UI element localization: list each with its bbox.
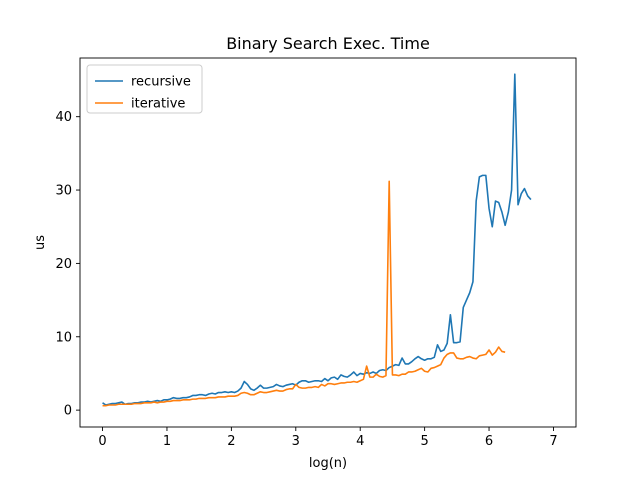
plot-area bbox=[80, 58, 576, 427]
x-tick-label: 2 bbox=[227, 434, 235, 449]
x-tick-label: 6 bbox=[485, 434, 493, 449]
legend: recursive iterative bbox=[86, 64, 203, 114]
y-tick-label: 20 bbox=[55, 257, 72, 272]
legend-label-iterative: iterative bbox=[131, 97, 185, 112]
y-axis-ticks: 0 10 20 30 40 bbox=[55, 110, 80, 419]
x-axis-label: log(n) bbox=[309, 456, 347, 471]
axes-frame bbox=[79, 57, 577, 428]
series-lines bbox=[102, 73, 532, 407]
y-tick-label: 0 bbox=[64, 404, 72, 419]
series-line-iterative bbox=[102, 180, 506, 407]
chart-title: Binary Search Exec. Time bbox=[226, 34, 430, 53]
x-tick-label: 1 bbox=[163, 434, 171, 449]
x-tick-label: 7 bbox=[549, 434, 557, 449]
legend-label-recursive: recursive bbox=[131, 75, 191, 90]
y-tick-label: 10 bbox=[55, 330, 72, 345]
x-tick-label: 5 bbox=[420, 434, 428, 449]
x-tick-label: 3 bbox=[292, 434, 300, 449]
x-tick-label: 4 bbox=[356, 434, 364, 449]
axes-border bbox=[79, 57, 577, 428]
x-axis-ticks: 0 1 2 3 4 5 6 7 bbox=[98, 427, 558, 449]
y-tick-label: 30 bbox=[55, 184, 72, 199]
legend-box bbox=[86, 64, 203, 114]
y-tick-label: 40 bbox=[55, 110, 72, 125]
x-tick-label: 0 bbox=[98, 434, 106, 449]
series-line-recursive bbox=[102, 73, 532, 406]
y-axis-label: us bbox=[33, 235, 48, 250]
